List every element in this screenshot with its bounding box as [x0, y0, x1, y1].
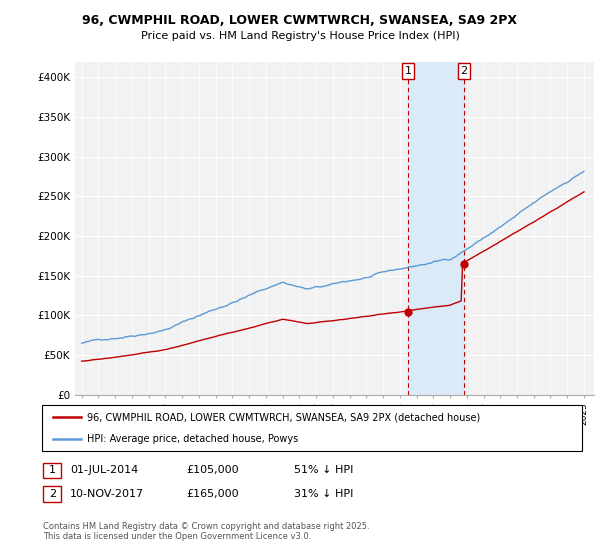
Text: Price paid vs. HM Land Registry's House Price Index (HPI): Price paid vs. HM Land Registry's House …	[140, 31, 460, 41]
Text: £165,000: £165,000	[186, 489, 239, 499]
Text: 31% ↓ HPI: 31% ↓ HPI	[294, 489, 353, 499]
Text: 2: 2	[49, 489, 56, 499]
Text: 51% ↓ HPI: 51% ↓ HPI	[294, 465, 353, 475]
Text: £105,000: £105,000	[186, 465, 239, 475]
Text: 10-NOV-2017: 10-NOV-2017	[70, 489, 145, 499]
Bar	[408, 62, 464, 395]
Text: Contains HM Land Registry data © Crown copyright and database right 2025.
This d: Contains HM Land Registry data © Crown c…	[43, 522, 370, 542]
Text: 96, CWMPHIL ROAD, LOWER CWMTWRCH, SWANSEA, SA9 2PX: 96, CWMPHIL ROAD, LOWER CWMTWRCH, SWANSE…	[83, 14, 517, 27]
Text: HPI: Average price, detached house, Powys: HPI: Average price, detached house, Powy…	[87, 435, 298, 444]
Text: 1: 1	[49, 465, 56, 475]
Text: 96, CWMPHIL ROAD, LOWER CWMTWRCH, SWANSEA, SA9 2PX (detached house): 96, CWMPHIL ROAD, LOWER CWMTWRCH, SWANSE…	[87, 412, 480, 422]
Text: 1: 1	[404, 66, 412, 76]
Text: 01-JUL-2014: 01-JUL-2014	[70, 465, 139, 475]
Text: 2: 2	[460, 66, 467, 76]
